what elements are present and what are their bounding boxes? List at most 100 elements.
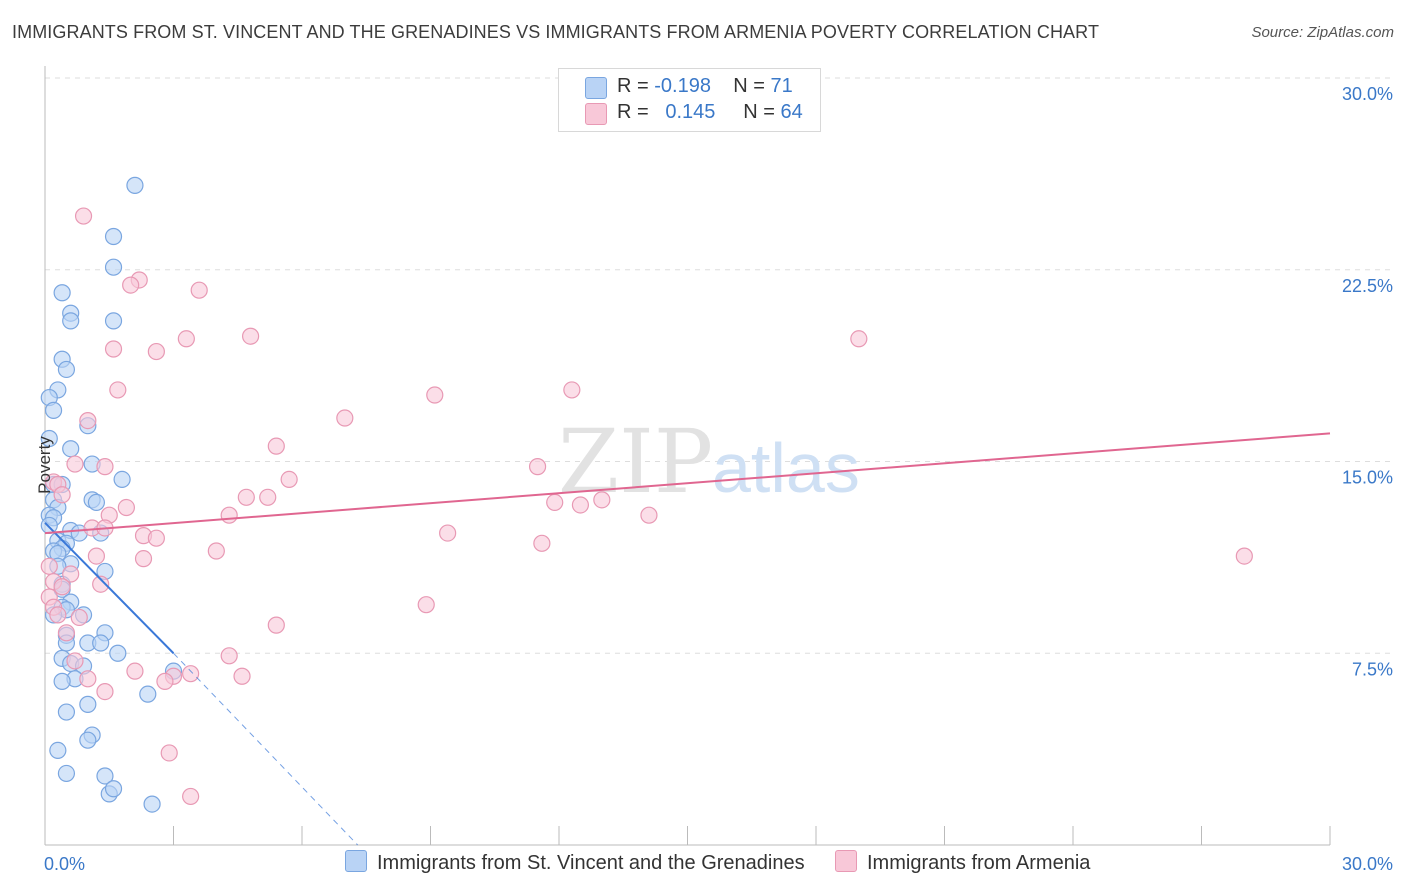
bottom-legend-swatch-blue <box>345 850 367 872</box>
pink-data-point <box>439 524 457 542</box>
pink-data-point <box>182 665 200 683</box>
pink-data-point <box>571 496 590 514</box>
blue-data-point <box>44 401 63 419</box>
pink-data-point <box>117 498 135 517</box>
pink-data-point <box>267 437 285 455</box>
pink-data-point <box>104 340 123 358</box>
legend-r-label: R = <box>617 101 649 123</box>
pink-data-point <box>426 386 444 404</box>
pink-data-point <box>134 550 153 568</box>
blue-data-point <box>92 634 110 652</box>
legend-swatch-blue <box>585 77 607 99</box>
y-tick-label: 7.5% <box>1352 659 1393 679</box>
y-tick-label: 15.0% <box>1342 468 1393 488</box>
pink-data-point <box>147 342 165 361</box>
blue-data-point <box>62 312 80 330</box>
pink-data-point <box>96 458 114 476</box>
pink-data-point <box>66 652 84 670</box>
blue-data-point <box>57 764 76 783</box>
blue-data-point <box>62 440 80 458</box>
pink-data-point <box>182 787 200 806</box>
blue-data-point <box>96 767 114 785</box>
blue-data-point <box>79 731 97 749</box>
legend-n-value: 71 <box>770 75 793 97</box>
legend-r-value: -0.198 <box>654 75 711 97</box>
pink-data-point <box>593 491 611 509</box>
pink-data-point <box>242 327 260 345</box>
pink-data-point <box>53 486 71 504</box>
pink-data-point <box>109 381 127 399</box>
grid-lines <box>45 77 1395 654</box>
pink-data-point <box>87 547 106 565</box>
pink-data-point <box>126 662 144 680</box>
pink-data-point <box>528 458 547 476</box>
legend-n-value: 64 <box>780 101 803 123</box>
pink-data-point <box>160 744 178 762</box>
blue-trend-line <box>44 522 175 654</box>
blue-data-point <box>104 312 123 330</box>
blue-data-point <box>53 672 71 690</box>
blue-data-point <box>109 644 127 662</box>
pink-data-point <box>79 411 97 430</box>
pink-data-point <box>1235 547 1253 565</box>
blue-data-point <box>87 493 106 512</box>
watermark-zip: ZIP <box>558 410 713 513</box>
blue-trend-extension <box>173 652 359 846</box>
pink-data-point <box>66 455 84 473</box>
pink-data-point <box>92 575 110 593</box>
trend-lines <box>44 432 1331 846</box>
correlation-legend: R = -0.198 N = 71 R = 0.145 N = 64 <box>558 68 821 132</box>
pink-data-point <box>533 534 551 552</box>
watermark: ZIP atlas <box>558 410 860 513</box>
pink-data-point <box>563 381 581 399</box>
axes <box>44 66 1331 846</box>
blue-data-point <box>139 685 157 703</box>
blue-data-point <box>126 176 144 194</box>
data-points <box>40 176 1253 813</box>
legend-r-value: 0.145 <box>665 101 716 123</box>
pink-data-point <box>40 557 58 575</box>
pink-data-point <box>74 207 93 225</box>
chart-title: IMMIGRANTS FROM ST. VINCENT AND THE GREN… <box>12 22 1100 42</box>
blue-data-point <box>57 360 76 379</box>
legend-n-label: N = <box>733 75 765 97</box>
pink-data-point <box>280 470 298 488</box>
blue-data-point <box>143 795 161 813</box>
pink-data-point <box>122 276 140 294</box>
pink-data-point <box>207 542 225 560</box>
bottom-legend-label: Immigrants from St. Vincent and the Gren… <box>377 852 805 874</box>
x-tick-label: 30.0% <box>1342 854 1393 874</box>
pink-data-point <box>417 596 435 614</box>
pink-data-point <box>53 578 71 596</box>
bottom-legend-item-blue: Immigrants from St. Vincent and the Gren… <box>345 850 805 875</box>
pink-data-point <box>57 624 76 642</box>
pink-data-point <box>267 616 285 634</box>
legend-r-label: R = <box>617 75 649 97</box>
pink-data-point <box>156 672 174 690</box>
x-tick-label: 0.0% <box>44 854 85 874</box>
legend-n-label: N = <box>743 101 775 123</box>
y-tick-label: 22.5% <box>1342 276 1393 296</box>
blue-data-point <box>40 429 58 448</box>
pink-data-point <box>70 608 88 627</box>
bottom-legend-swatch-pink <box>835 850 857 872</box>
pink-data-point <box>62 565 80 583</box>
pink-data-point <box>220 647 238 665</box>
blue-data-point <box>104 258 123 276</box>
pink-data-point <box>147 529 165 547</box>
blue-data-point <box>79 695 97 713</box>
blue-data-point <box>40 516 58 535</box>
bottom-legend-item-pink: Immigrants from Armenia <box>835 850 1090 875</box>
pink-data-point <box>220 506 238 524</box>
pink-data-point <box>233 667 251 685</box>
pink-data-point <box>177 330 195 348</box>
blue-data-point <box>57 703 76 721</box>
watermark-atlas: atlas <box>712 429 860 507</box>
pink-data-point <box>237 488 255 506</box>
pink-data-point <box>336 409 354 427</box>
pink-data-point <box>49 606 67 624</box>
pink-data-point <box>850 330 868 348</box>
chart-source: Source: ZipAtlas.com <box>1251 24 1394 41</box>
blue-data-point <box>113 470 131 488</box>
